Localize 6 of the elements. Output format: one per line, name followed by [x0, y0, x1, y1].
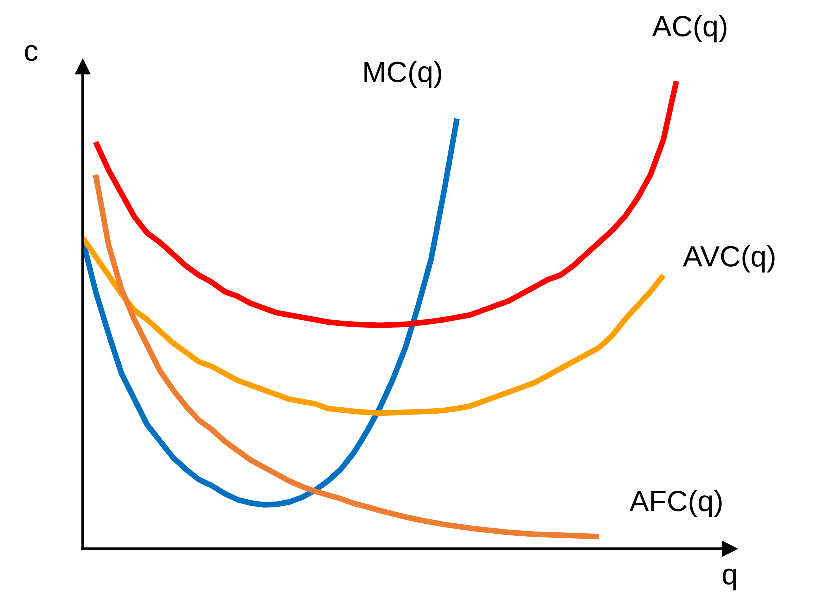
x-axis-title: q	[723, 568, 736, 591]
series-label: AC(q)	[652, 15, 727, 43]
y-axis-title: c	[25, 45, 38, 62]
series-label: AVC(q)	[683, 246, 775, 273]
series-label: MC(q)	[364, 61, 442, 88]
series-label: AFC(q)	[630, 490, 722, 518]
